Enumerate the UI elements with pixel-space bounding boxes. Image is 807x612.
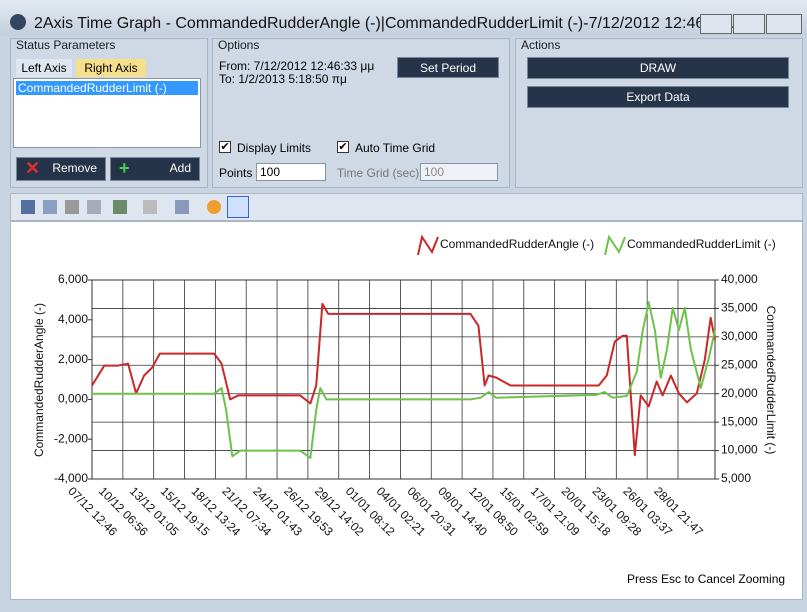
- close-button[interactable]: [766, 14, 802, 34]
- export-button[interactable]: Export Data: [527, 86, 789, 108]
- status-text: Press Esc to Cancel Zooming: [627, 572, 786, 586]
- y2-tick-label: 25,000: [721, 357, 758, 371]
- app-icon: [10, 14, 26, 30]
- chart-type-icon[interactable]: [175, 200, 189, 214]
- legend-icon[interactable]: [143, 200, 157, 214]
- add-icon: +: [119, 158, 130, 178]
- y-axis-label: CommandedRudderAngle (-): [32, 303, 46, 457]
- tab-selected[interactable]: Right Axis: [76, 59, 146, 77]
- checkbox-label: Auto Time Grid: [355, 141, 436, 155]
- from-text: From: 7/12/2012 12:46:33 μμ: [219, 59, 375, 73]
- series-line: [92, 301, 716, 459]
- points-input[interactable]: 100: [256, 163, 326, 181]
- legend-icon: [417, 234, 439, 256]
- set-period-button[interactable]: Set Period: [397, 57, 499, 78]
- checkbox[interactable]: ✔: [337, 141, 349, 153]
- y-tick-label: 0,000: [58, 392, 88, 406]
- y2-tick-label: 10,000: [721, 443, 758, 457]
- preview-icon[interactable]: [87, 200, 101, 214]
- y2-tick-label: 20,000: [721, 386, 758, 400]
- minimize-button[interactable]: [700, 14, 732, 34]
- series-line: [91, 302, 716, 457]
- table-icon[interactable]: [113, 200, 127, 214]
- time-grid-label: Time Grid (sec): [337, 166, 420, 180]
- window-title: 2Axis Time Graph - CommandedRudderAngle …: [34, 15, 745, 32]
- add-button[interactable]: + Add: [110, 157, 200, 181]
- remove-icon: ✕: [25, 158, 41, 178]
- draw-button[interactable]: DRAW: [527, 57, 789, 79]
- maximize-button[interactable]: [733, 14, 765, 34]
- y2-tick-label: 30,000: [721, 329, 758, 343]
- y2-tick-label: 5,000: [721, 471, 751, 485]
- list-icon[interactable]: [227, 196, 249, 218]
- legend-label: CommandedRudderAngle (-): [440, 237, 594, 251]
- button-label: Remove: [52, 161, 97, 175]
- y-tick-label: -2,000: [54, 431, 88, 445]
- title-bar: 2Axis Time Graph - CommandedRudderAngle …: [0, 0, 807, 36]
- y-tick-label: 4,000: [58, 312, 88, 326]
- to-text: To: 1/2/2013 5:18:50 πμ: [219, 72, 347, 86]
- y2-tick-label: 40,000: [721, 272, 758, 286]
- y2-axis-label: CommandedRudderLimit (-): [764, 306, 778, 455]
- y-tick-label: -4,000: [54, 471, 88, 485]
- points-label: Points: [219, 166, 253, 180]
- group-title: Options: [218, 38, 260, 52]
- legend-icon: [604, 234, 626, 256]
- y-tick-label: 2,000: [58, 352, 88, 366]
- remove-button[interactable]: ✕ Remove: [16, 157, 106, 181]
- save-icon[interactable]: [21, 200, 35, 214]
- button-label: Add: [169, 161, 191, 175]
- group-title: Status Parameters: [16, 38, 116, 52]
- print-icon[interactable]: [65, 200, 79, 214]
- y-tick-label: 6,000: [58, 272, 88, 286]
- pie-icon[interactable]: [207, 200, 221, 214]
- chart-area: [10, 221, 803, 600]
- y2-tick-label: 35,000: [721, 301, 758, 315]
- y2-tick-label: 15,000: [721, 414, 758, 428]
- toolbar: [10, 193, 803, 221]
- group-title: Actions: [521, 38, 561, 52]
- parameter-list: CommandedRudderLimit (-): [13, 78, 201, 148]
- time-grid-input: 100: [420, 163, 498, 181]
- tab[interactable]: Left Axis: [16, 59, 72, 77]
- checkbox[interactable]: ✔: [219, 141, 231, 153]
- list-item[interactable]: CommandedRudderLimit (-): [16, 81, 198, 95]
- legend-label: CommandedRudderLimit (-): [627, 237, 776, 251]
- checkbox-label: Display Limits: [237, 141, 312, 155]
- plot-frame: [91, 279, 716, 480]
- copy-icon[interactable]: [43, 200, 57, 214]
